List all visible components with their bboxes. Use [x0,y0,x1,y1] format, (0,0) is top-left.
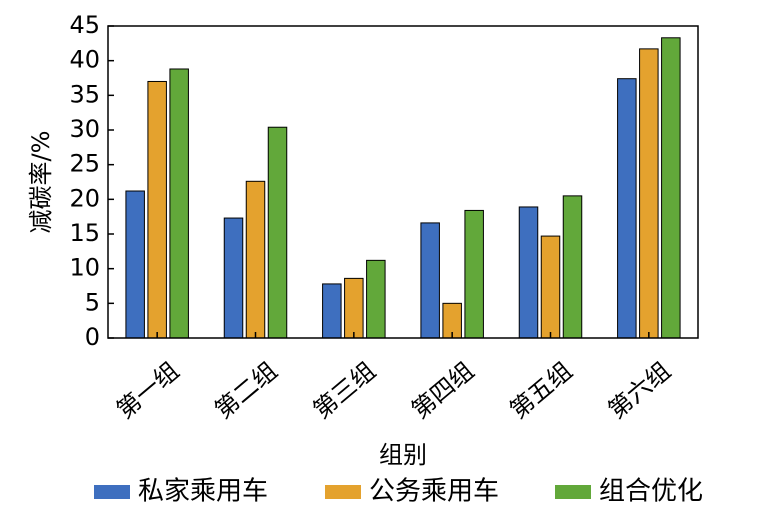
legend-label: 公务乘用车 [369,477,499,507]
y-tick-label: 30 [69,115,100,143]
bar-1-4 [420,222,440,339]
bar-1-3 [322,283,342,339]
y-tick-label: 20 [69,184,100,212]
x-category-label: 第五组 [505,357,578,425]
bar-3-3 [366,259,386,339]
x-category-label: 第四组 [406,357,479,425]
bar-2-3 [344,277,364,339]
y-tick-label: 25 [69,150,100,178]
y-axis: 0 5 10 15 20 25 30 35 40 45 [69,11,114,351]
plot-frame [107,25,699,339]
x-axis-title: 组别 [379,441,427,469]
legend: 私家乘用车 公务乘用车 组合优化 [94,477,703,507]
y-axis-title: 减碳率/% [27,131,55,234]
bar-1-2 [223,217,244,339]
bar-1-6 [617,78,637,339]
x-category-label: 第二组 [210,357,283,425]
y-tick-label: 15 [69,219,100,247]
bar-3-2 [267,126,288,339]
x-axis: 第一组 第二组 第三组 第四组 第五组 第六组 [111,332,676,424]
y-tick-label: 45 [69,11,100,39]
y-tick-label: 10 [69,254,100,282]
x-category-label: 第六组 [603,357,676,425]
y-tick-label: 5 [85,288,100,316]
y-tick-label: 0 [85,323,100,351]
x-category-label: 第三组 [308,357,381,425]
bar-3-6 [661,37,681,339]
x-category-label: 第一组 [111,357,184,425]
bar-2-1 [147,80,167,339]
legend-swatch [555,485,591,499]
bars-group [125,37,681,339]
bar-2-6 [639,48,659,339]
bar-3-5 [562,195,583,339]
bar-3-4 [464,209,484,339]
bar-1-5 [518,206,539,339]
bar-2-5 [540,235,561,339]
legend-swatch [94,485,130,499]
y-tick-label: 40 [69,46,100,74]
legend-label: 私家乘用车 [138,477,268,507]
bar-1-1 [125,190,145,339]
bar-2-2 [245,180,266,339]
legend-swatch [325,485,361,499]
legend-label: 组合优化 [599,477,703,507]
bar-3-1 [169,68,189,339]
y-tick-label: 35 [69,80,100,108]
